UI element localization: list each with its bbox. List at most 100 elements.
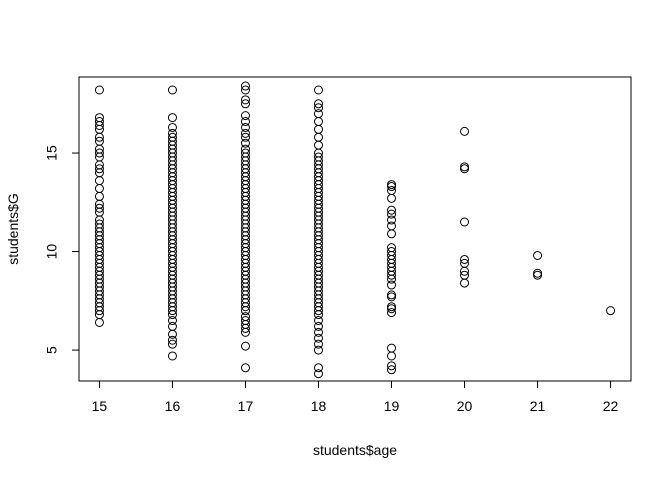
data-point — [313, 327, 323, 337]
data-point — [387, 361, 397, 371]
data-point — [387, 343, 397, 353]
data-point — [167, 113, 177, 123]
y-tick-label: 15 — [44, 145, 60, 161]
data-point — [240, 95, 250, 105]
data-point — [240, 81, 250, 91]
data-point — [387, 290, 397, 300]
data-point — [167, 132, 177, 142]
y-tick-label: 10 — [44, 244, 60, 260]
x-tick-label: 15 — [92, 398, 108, 414]
data-point — [240, 132, 250, 142]
x-tick-label: 19 — [384, 398, 400, 414]
data-point — [387, 205, 397, 215]
data-point — [313, 321, 323, 331]
data-point — [387, 243, 397, 253]
data-point — [167, 335, 177, 345]
data-point — [387, 185, 397, 195]
data-point — [460, 126, 470, 136]
data-point — [313, 99, 323, 109]
data-point — [387, 247, 397, 257]
data-point — [387, 180, 397, 190]
data-point — [94, 191, 104, 201]
data-point — [167, 122, 177, 132]
data-point — [240, 312, 250, 322]
x-axis: 15 16 17 18 19 20 21 22 — [92, 380, 619, 414]
data-point — [94, 184, 104, 194]
data-point — [94, 113, 104, 123]
data-point — [167, 339, 177, 349]
data-point — [94, 85, 104, 95]
data-point — [460, 270, 470, 280]
data-point — [387, 209, 397, 219]
data-point — [313, 140, 323, 150]
data-point — [167, 128, 177, 138]
data-point — [387, 351, 397, 361]
data-point — [240, 128, 250, 138]
data-point — [606, 306, 616, 316]
x-axis-label: students$age — [313, 442, 397, 458]
data-point — [240, 111, 250, 121]
x-tick-label: 21 — [530, 398, 546, 414]
data-point — [387, 229, 397, 239]
data-point — [387, 302, 397, 312]
data-point — [94, 148, 104, 158]
y-axis-label: students$G — [5, 193, 21, 265]
x-tick-label: 22 — [603, 398, 619, 414]
x-tick-label: 16 — [165, 398, 181, 414]
data-point — [387, 193, 397, 203]
data-point — [240, 316, 250, 326]
data-point — [240, 138, 250, 148]
data-point — [240, 85, 250, 95]
data-point — [387, 215, 397, 225]
data-point — [167, 329, 177, 339]
plot-area-box — [78, 76, 632, 382]
data-point — [313, 316, 323, 326]
data-point — [167, 316, 177, 326]
data-point — [94, 117, 104, 127]
data-point — [94, 219, 104, 229]
data-point — [460, 278, 470, 288]
data-point — [94, 317, 104, 327]
data-point — [313, 85, 323, 95]
data-point — [460, 162, 470, 172]
data-point — [240, 117, 250, 127]
data-point — [94, 203, 104, 213]
y-axis: 5 10 15 — [44, 145, 80, 354]
data-point — [387, 221, 397, 231]
data-point — [460, 254, 470, 264]
x-tick-label: 18 — [311, 398, 327, 414]
data-point — [387, 365, 397, 375]
data-point — [533, 251, 543, 260]
data-point — [240, 341, 250, 351]
data-point — [313, 109, 323, 119]
data-point — [387, 280, 397, 290]
data-point — [313, 345, 323, 355]
data-point — [387, 308, 397, 318]
data-point — [460, 164, 470, 174]
x-tick-label: 17 — [238, 398, 254, 414]
data-point — [313, 103, 323, 113]
data-point — [387, 292, 397, 302]
data-point — [240, 99, 250, 109]
data-point — [240, 148, 250, 158]
data-point — [240, 363, 250, 373]
data-point — [313, 152, 323, 162]
data-point — [167, 321, 177, 331]
data-point — [313, 124, 323, 134]
data-point — [94, 136, 104, 146]
data-point — [167, 351, 177, 361]
data-point — [460, 217, 470, 227]
data-points — [94, 81, 616, 379]
data-point — [313, 117, 323, 127]
data-point — [167, 85, 177, 95]
data-point — [313, 132, 323, 142]
data-point — [313, 339, 323, 349]
data-point — [313, 333, 323, 343]
data-point — [94, 176, 104, 186]
data-point — [313, 363, 323, 373]
y-tick-label: 5 — [44, 346, 60, 354]
data-point — [460, 258, 470, 268]
data-point — [313, 369, 323, 379]
data-point — [94, 164, 104, 174]
